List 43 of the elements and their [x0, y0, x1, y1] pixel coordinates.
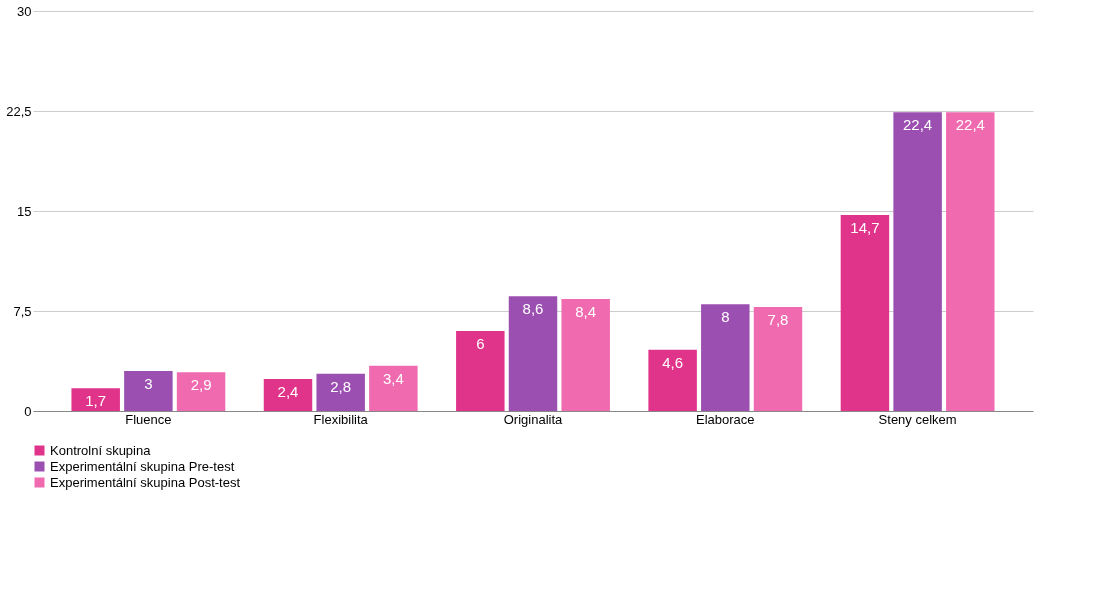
bar — [124, 371, 173, 411]
legend-label: Experimentální skupina Post-test — [50, 474, 241, 490]
bar — [701, 304, 750, 411]
data-label: 8,4 — [575, 303, 597, 320]
x-tick-label: Originalita — [503, 411, 564, 427]
bar — [840, 215, 890, 411]
data-label: 1,7 — [85, 392, 107, 410]
data-label: 3,4 — [382, 369, 404, 387]
x-tick-label: Steny celkem — [878, 411, 957, 427]
bar — [263, 379, 313, 411]
data-label: 4,6 — [662, 353, 684, 371]
x-tick-label: Flexibilita — [313, 411, 369, 427]
bar — [893, 112, 942, 411]
bar — [369, 365, 418, 411]
bar — [508, 296, 558, 411]
bar — [753, 307, 803, 411]
bar — [648, 349, 697, 411]
data-label: 7,8 — [767, 311, 789, 328]
bar — [176, 372, 226, 411]
y-tick-label: 7,5 — [13, 303, 32, 319]
bar — [316, 373, 365, 411]
data-label: 2,8 — [330, 377, 352, 395]
bar — [946, 112, 995, 411]
y-tick-label: 0 — [24, 403, 32, 419]
data-label: 22,4 — [955, 116, 985, 134]
data-label: 2,9 — [190, 376, 212, 394]
legend-label: Experimentální skupina Pre-test — [50, 458, 235, 474]
bar — [561, 299, 610, 411]
data-label: 2,4 — [277, 383, 299, 400]
legend-label: Kontrolní skupina — [50, 442, 152, 458]
y-tick-label: 15 — [17, 203, 32, 219]
x-tick-label: Fluence — [125, 411, 172, 427]
bar — [456, 331, 505, 411]
data-label: 14,7 — [850, 219, 880, 236]
bar — [71, 388, 120, 411]
data-label: 6 — [476, 335, 485, 352]
data-label: 8,6 — [522, 300, 544, 318]
data-label: 8 — [721, 308, 730, 326]
y-tick-label: 30 — [17, 3, 32, 19]
x-tick-label: Elaborace — [696, 411, 755, 427]
y-tick-label: 22,5 — [6, 103, 32, 119]
data-label: 22,4 — [903, 116, 933, 134]
data-label: 3 — [144, 375, 153, 392]
